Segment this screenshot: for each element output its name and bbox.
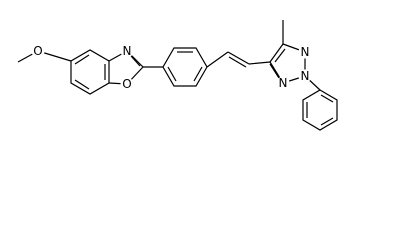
atom-label: N: [301, 69, 310, 83]
ring: [162, 47, 208, 87]
double-bond: [167, 66, 177, 82]
label-background: [31, 44, 45, 58]
bonds: [17, 20, 338, 131]
atom-label: N: [279, 76, 288, 90]
double-bond: [269, 63, 280, 79]
double-bond: [228, 56, 247, 68]
atom-labels: O N O N N N: [31, 44, 312, 91]
double-bond: [320, 117, 334, 126]
double-bond: [74, 54, 90, 65]
ring: [302, 89, 338, 131]
label-background: [298, 69, 312, 83]
double-bond: [193, 66, 203, 82]
bond: [206, 51, 229, 68]
bond: [269, 43, 284, 63]
molecule-diagram: O N O N N N: [17, 20, 338, 131]
label-background: [276, 76, 290, 90]
atom-label: N: [123, 44, 132, 58]
atom-label: O: [122, 77, 131, 91]
atom-label: N: [301, 45, 310, 59]
label-background: [120, 44, 134, 58]
ring: [70, 49, 110, 95]
double-bond: [130, 55, 141, 67]
double-bond: [274, 48, 286, 63]
bond: [248, 61, 271, 65]
atom-label: O: [33, 44, 42, 58]
double-bond: [74, 79, 90, 90]
bond: [227, 51, 250, 65]
double-bond: [320, 94, 334, 103]
label-background: [120, 77, 134, 91]
label-background: [298, 45, 312, 59]
